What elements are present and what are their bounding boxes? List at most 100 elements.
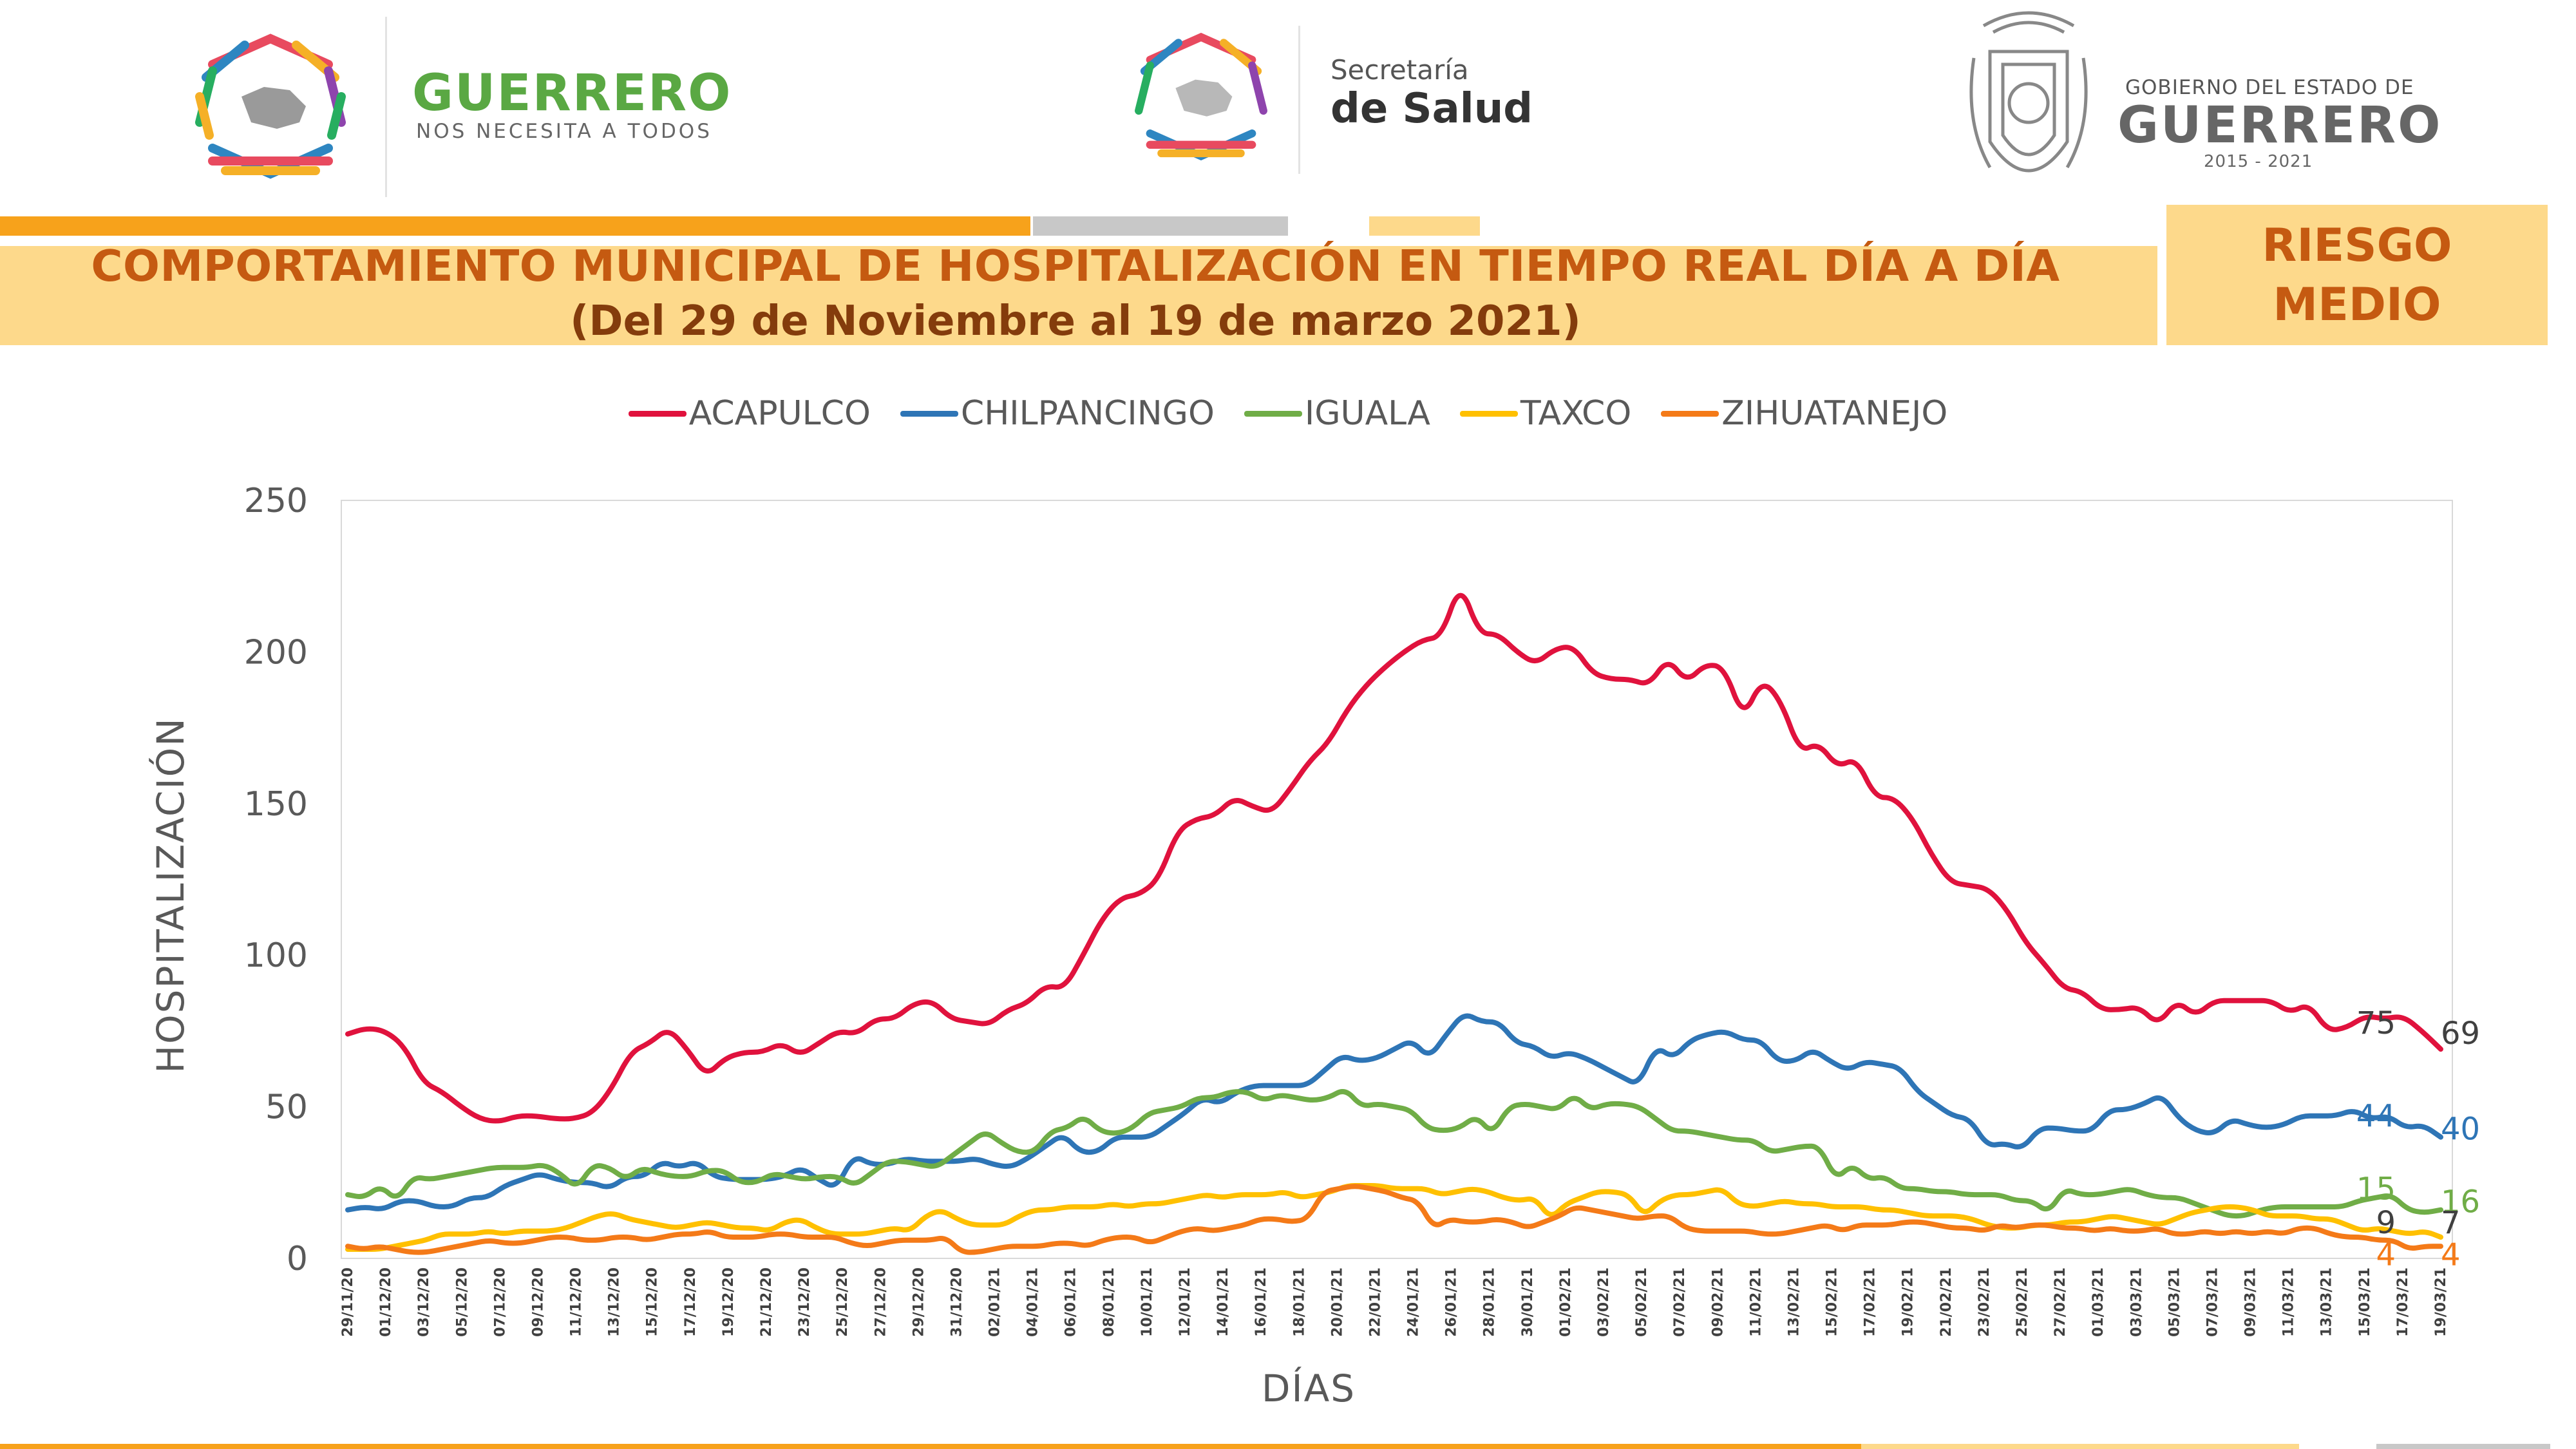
x-tick-label: 01/03/21 [2090, 1267, 2107, 1337]
header-divider [385, 17, 387, 197]
x-tick-label: 23/12/20 [797, 1267, 813, 1337]
end-value-label-zihuatanejo: 4 [2441, 1237, 2461, 1273]
x-tick-label: 15/03/21 [2357, 1267, 2373, 1337]
x-tick-label: 03/12/20 [416, 1267, 432, 1337]
state-coat-of-arms-icon [1969, 11, 2088, 173]
legend-swatch-iguala [1244, 410, 1302, 417]
y-tick-label: 250 [244, 482, 308, 520]
top-orange-bar [0, 216, 1030, 236]
end-value-label-chilpancingo: 40 [2441, 1112, 2480, 1148]
legend-label-taxco: TAXCO [1520, 394, 1632, 433]
bottom-orange-bar [0, 1444, 1861, 1449]
y-tick-label: 200 [244, 633, 308, 672]
legend-label-chilpancingo: CHILPANCINGO [960, 394, 1215, 433]
top-light-bar [1369, 216, 1480, 236]
chart-subtitle: (Del 29 de Noviembre al 19 de marzo 2021… [570, 298, 1581, 345]
x-tick-label: 09/02/21 [1710, 1267, 1726, 1337]
x-tick-label: 05/12/20 [454, 1267, 470, 1337]
x-tick-label: 17/03/21 [2395, 1267, 2411, 1337]
x-tick-label: 13/02/21 [1786, 1267, 1802, 1337]
chart-title: COMPORTAMIENTO MUNICIPAL DE HOSPITALIZAC… [91, 241, 2060, 291]
x-tick-label: 11/02/21 [1748, 1267, 1764, 1337]
x-tick-label: 27/12/20 [873, 1267, 889, 1337]
y-tick-label: 100 [244, 936, 308, 975]
x-tick-label: 06/01/21 [1063, 1267, 1079, 1337]
x-tick-label: 08/01/21 [1101, 1267, 1117, 1337]
x-tick-label: 21/02/21 [1938, 1267, 1955, 1337]
series-line-iguala [345, 1089, 2443, 1219]
title-band [0, 246, 2157, 345]
gobierno-years-text: 2015 - 2021 [2204, 152, 2313, 171]
guerrero-brand-title: GUERRERO [412, 64, 732, 122]
x-tick-label: 07/12/20 [492, 1267, 508, 1337]
legend-swatch-zihuatanejo [1661, 410, 1719, 417]
risk-level-label: RIESGO [2262, 219, 2452, 272]
end-value-label-chilpancingo: 44 [2356, 1099, 2396, 1135]
series-line-taxco [345, 1183, 2443, 1252]
risk-badge: RIESGO MEDIO [2166, 205, 2548, 345]
x-tick-label: 07/02/21 [1672, 1267, 1688, 1337]
end-value-label-taxco: 7 [2441, 1205, 2461, 1241]
x-tick-label: 18/01/21 [1291, 1267, 1307, 1337]
x-tick-label: 17/02/21 [1862, 1267, 1879, 1337]
x-tick-label: 03/02/21 [1596, 1267, 1612, 1337]
legend-item-iguala: IGUALA [1244, 394, 1430, 433]
x-tick-label: 23/02/21 [1976, 1267, 1993, 1337]
guerrero-star-logo-icon [195, 33, 346, 179]
x-tick-label: 03/03/21 [2128, 1267, 2145, 1337]
secretaria-text: Secretaría [1331, 54, 1469, 86]
x-tick-label: 12/01/21 [1177, 1267, 1193, 1337]
end-value-label-taxco: 9 [2376, 1205, 2396, 1241]
legend-swatch-chilpancingo [900, 410, 958, 417]
x-tick-label: 20/01/21 [1329, 1267, 1345, 1337]
bottom-light-bar [1861, 1444, 2299, 1449]
x-tick-label: 26/01/21 [1444, 1267, 1460, 1337]
series-line-acapulco [345, 592, 2443, 1124]
y-tick-label: 0 [287, 1240, 308, 1278]
x-axis-label: DÍAS [1262, 1366, 1356, 1410]
x-tick-label: 24/01/21 [1406, 1267, 1422, 1337]
legend-label-iguala: IGUALA [1304, 394, 1430, 433]
x-tick-label: 22/01/21 [1367, 1267, 1383, 1337]
x-tick-label: 15/12/20 [645, 1267, 661, 1337]
x-tick-label: 28/01/21 [1482, 1267, 1498, 1337]
x-tick-label: 01/12/20 [378, 1267, 394, 1337]
x-tick-label: 31/12/20 [949, 1267, 965, 1337]
y-axis-label: HOSPITALIZACIÓN [148, 717, 193, 1073]
x-tick-label: 19/12/20 [721, 1267, 737, 1337]
series-line-chilpancingo [345, 1013, 2443, 1213]
x-tick-label: 05/03/21 [2166, 1267, 2183, 1337]
x-tick-label: 17/12/20 [683, 1267, 699, 1337]
x-tick-label: 19/03/21 [2433, 1267, 2449, 1337]
x-tick-label: 05/02/21 [1634, 1267, 1650, 1337]
legend-item-chilpancingo: CHILPANCINGO [900, 394, 1215, 433]
x-tick-label: 11/03/21 [2281, 1267, 2297, 1337]
legend-swatch-taxco [1459, 410, 1518, 417]
x-tick-label: 09/03/21 [2243, 1267, 2259, 1337]
x-tick-label: 19/02/21 [1900, 1267, 1917, 1337]
x-tick-label: 01/02/21 [1558, 1267, 1574, 1337]
gobierno-guerrero-text: GUERRERO [2117, 97, 2443, 155]
x-tick-label: 16/01/21 [1253, 1267, 1269, 1337]
end-value-label-iguala: 16 [2441, 1184, 2480, 1220]
bottom-gray-bar [2376, 1444, 2550, 1449]
x-tick-label: 14/01/21 [1215, 1267, 1231, 1337]
header-divider [1298, 26, 1300, 174]
y-tick-label: 150 [244, 785, 308, 824]
gobierno-text: GOBIERNO DEL ESTADO DE [2125, 76, 2414, 99]
x-tick-label: 04/01/21 [1025, 1267, 1041, 1337]
x-tick-label: 09/12/20 [530, 1267, 546, 1337]
y-tick-label: 50 [265, 1088, 308, 1127]
x-tick-label: 02/01/21 [987, 1267, 1003, 1337]
chart-legend: ACAPULCO CHILPANCINGO IGUALA TAXCO ZIHUA… [0, 394, 2576, 433]
x-tick-label: 07/03/21 [2204, 1267, 2221, 1337]
guerrero-brand-subtitle: NOS NECESITA A TODOS [416, 120, 712, 143]
legend-item-zihuatanejo: ZIHUATANEJO [1661, 394, 1947, 433]
x-tick-label: 13/12/20 [607, 1267, 623, 1337]
de-salud-text: de Salud [1331, 85, 1533, 133]
risk-level-value: MEDIO [2273, 278, 2441, 331]
x-tick-label: 15/02/21 [1824, 1267, 1841, 1337]
x-tick-label: 10/01/21 [1139, 1267, 1155, 1337]
legend-label-acapulco: ACAPULCO [688, 394, 871, 433]
